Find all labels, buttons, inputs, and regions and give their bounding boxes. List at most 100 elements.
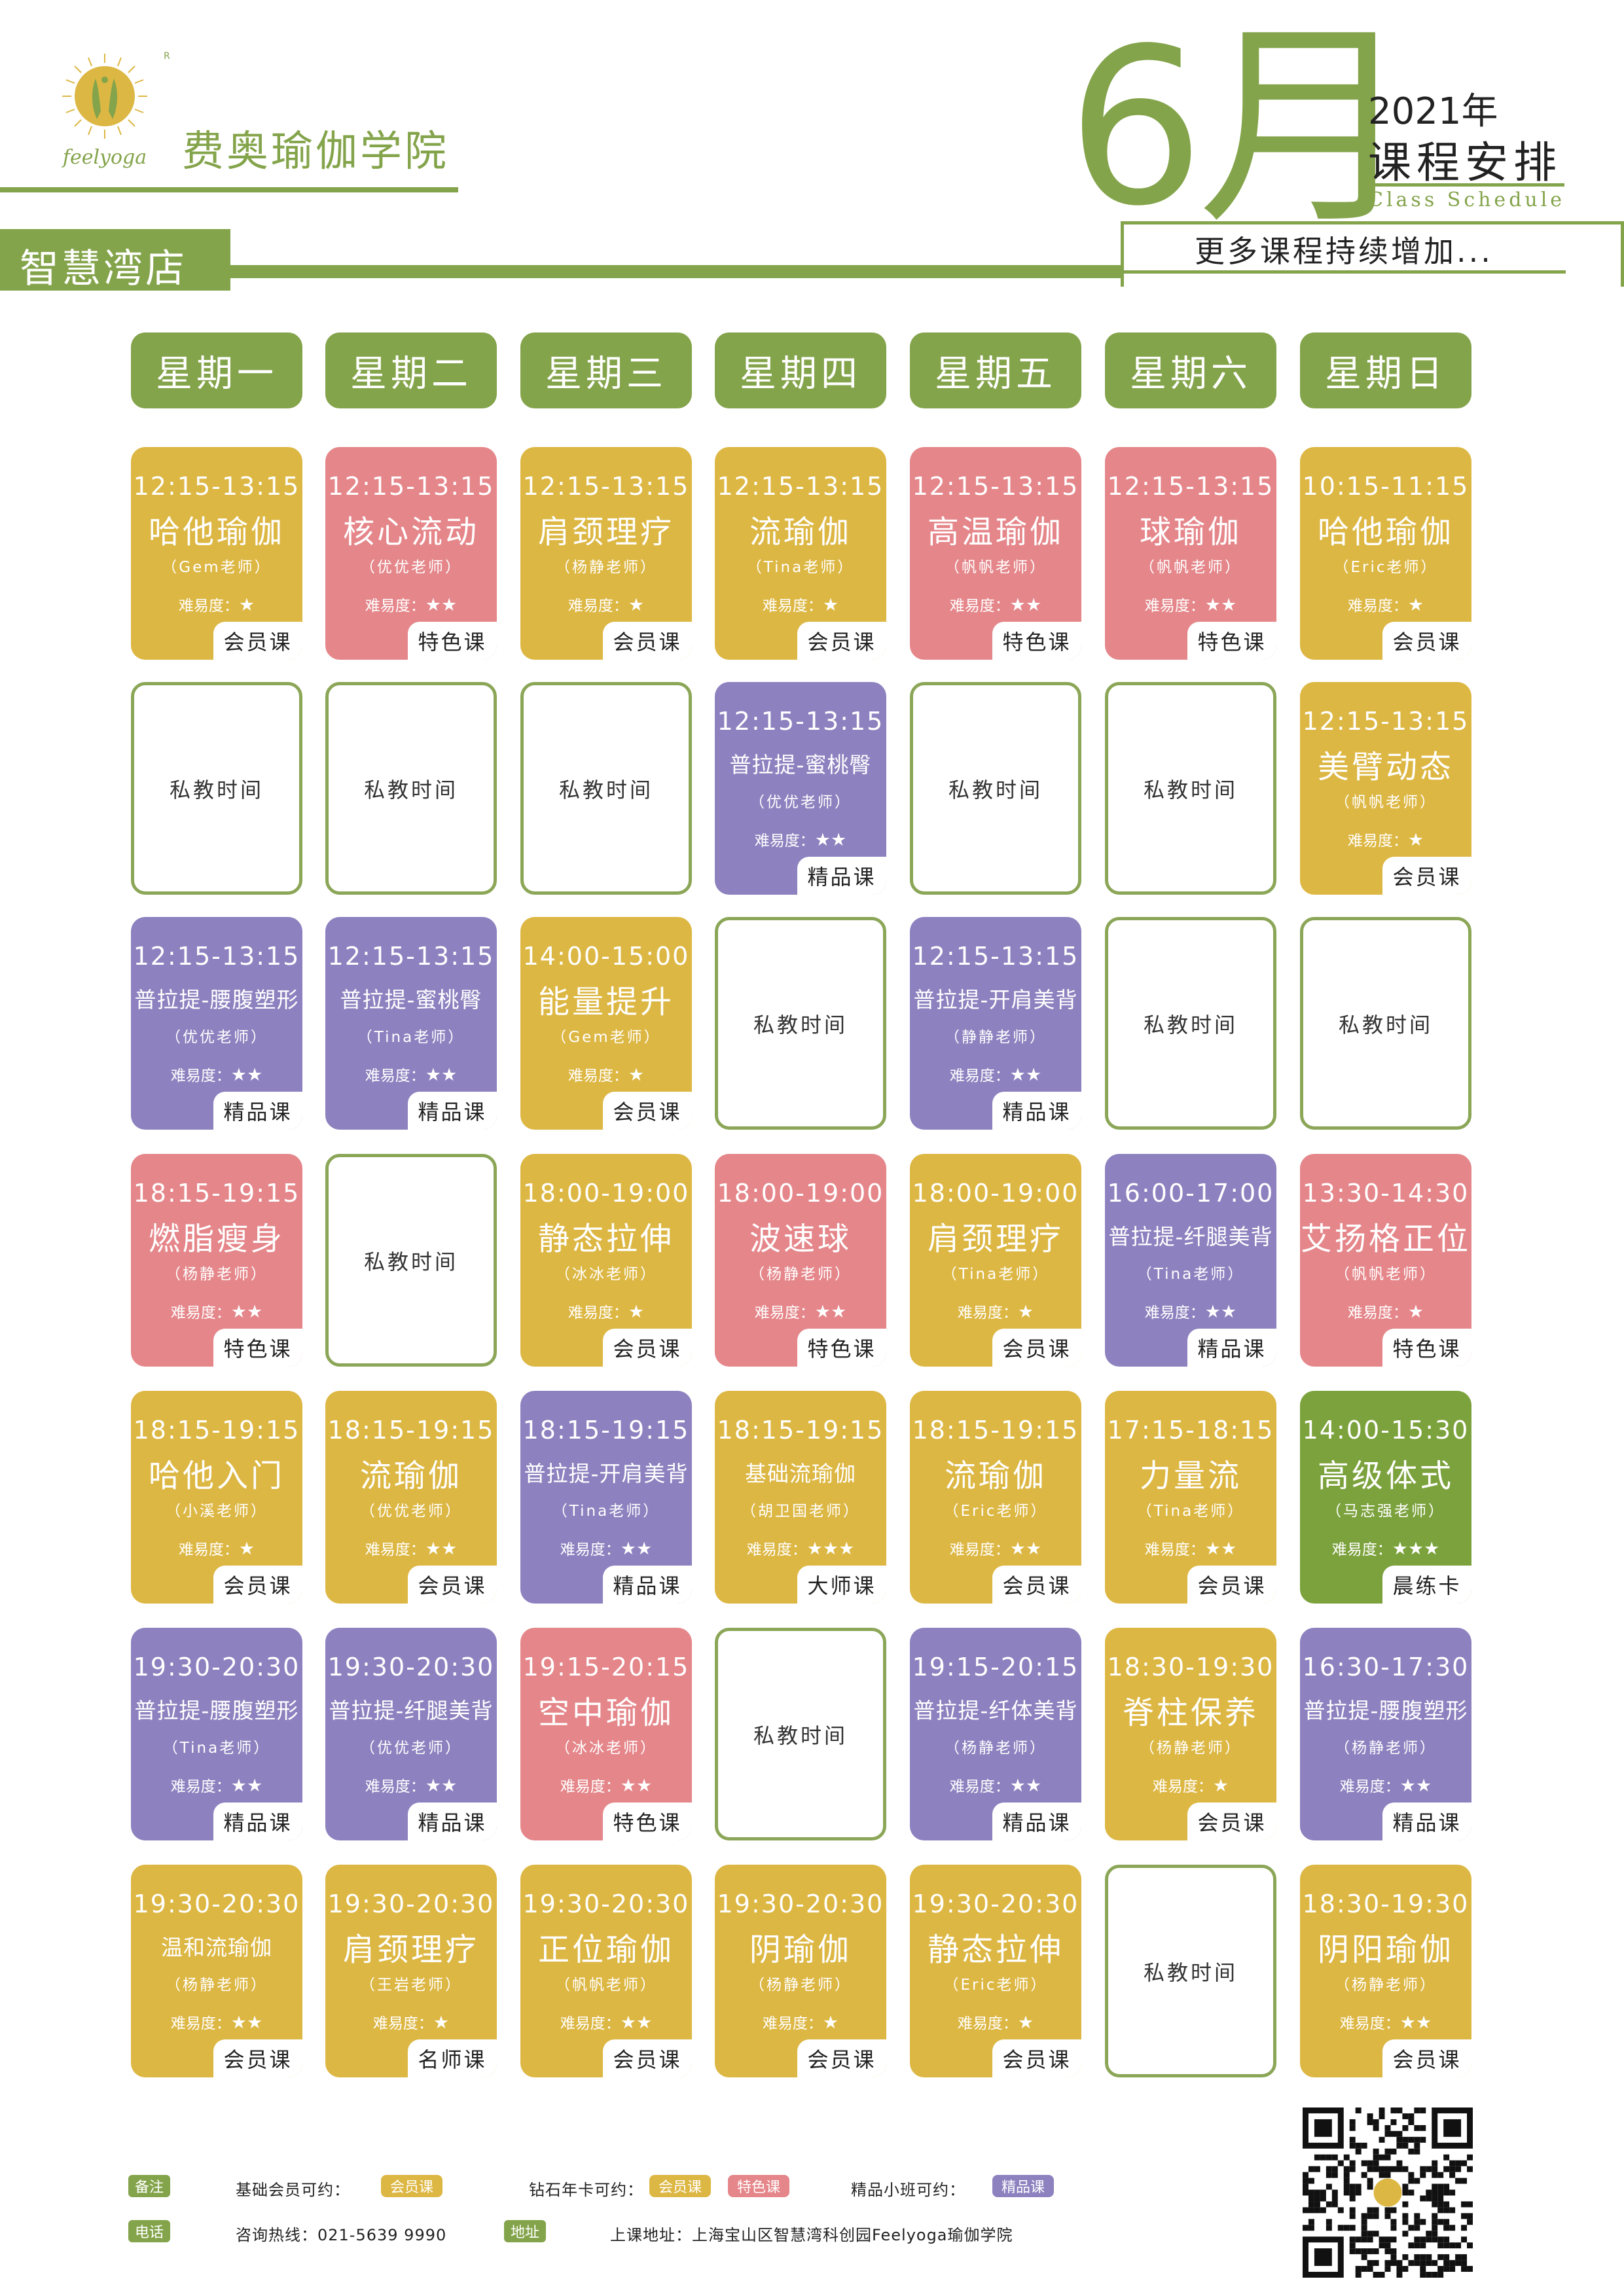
class-card[interactable]: 12:15-13:15 哈他瑜伽 （Gem老师） 难易度：★ 会员课 bbox=[131, 447, 302, 660]
class-card[interactable]: 12:15-13:15 流瑜伽 （Tina老师） 难易度：★ 会员课 bbox=[715, 447, 886, 660]
class-card[interactable]: 18:15-19:15 普拉提-开肩美背 （Tina老师） 难易度：★★ 精品课 bbox=[520, 1391, 692, 1604]
class-name: 肩颈理疗 bbox=[537, 514, 674, 550]
difficulty-stars: ★★ bbox=[1009, 1539, 1042, 1559]
class-card[interactable]: 19:15-20:15 普拉提-纤体美背 （杨静老师） 难易度：★★ 精品课 bbox=[910, 1628, 1081, 1840]
class-card[interactable]: 12:15-13:15 球瑜伽 （帆帆老师） 难易度：★★ 特色课 bbox=[1105, 447, 1276, 660]
class-card[interactable]: 12:15-13:15 肩颈理疗 （杨静老师） 难易度：★ 会员课 bbox=[520, 447, 692, 660]
class-card[interactable]: 12:15-13:15 核心流动 （优优老师） 难易度：★★ 特色课 bbox=[325, 447, 497, 660]
private-slot[interactable]: 私教时间 bbox=[1105, 917, 1276, 1130]
difficulty-label: 难易度： bbox=[170, 1778, 231, 1795]
class-card[interactable]: 18:00-19:00 肩颈理疗 （Tina老师） 难易度：★ 会员课 bbox=[910, 1154, 1081, 1367]
class-card[interactable]: 19:30-20:30 阴瑜伽 （杨静老师） 难易度：★ 会员课 bbox=[715, 1865, 886, 2077]
class-type-tag: 精品课 bbox=[213, 1803, 302, 1840]
qr-code[interactable] bbox=[1303, 2108, 1473, 2278]
difficulty-stars: ★ bbox=[1407, 1302, 1424, 1322]
difficulty-stars: ★ bbox=[1212, 1776, 1229, 1796]
store-name: 智慧湾店 bbox=[20, 246, 187, 292]
difficulty-stars: ★★ bbox=[1009, 1065, 1042, 1085]
class-card[interactable]: 18:15-19:15 流瑜伽 （优优老师） 难易度：★★ 会员课 bbox=[325, 1391, 497, 1604]
private-slot-label: 私教时间 bbox=[1143, 1960, 1238, 1985]
class-type-tag: 精品课 bbox=[797, 857, 886, 895]
difficulty: 难易度：★ bbox=[1300, 828, 1471, 850]
class-card[interactable]: 18:15-19:15 流瑜伽 （Eric老师） 难易度：★★ 会员课 bbox=[910, 1391, 1081, 1604]
class-card[interactable]: 14:00-15:00 能量提升 （Gem老师） 难易度：★ 会员课 bbox=[520, 917, 692, 1130]
class-card[interactable]: 18:15-19:15 哈他入门 （小溪老师） 难易度：★ 会员课 bbox=[131, 1391, 302, 1604]
difficulty-label: 难易度： bbox=[365, 1541, 425, 1558]
class-card[interactable]: 18:15-19:15 燃脂瘦身 （杨静老师） 难易度：★★ 特色课 bbox=[131, 1154, 302, 1367]
difficulty-stars: ★★★ bbox=[1392, 1539, 1440, 1559]
private-slot[interactable]: 私教时间 bbox=[910, 682, 1081, 895]
private-slot[interactable]: 私教时间 bbox=[325, 1154, 497, 1367]
class-card[interactable]: 12:15-13:15 普拉提-开肩美背 （静静老师） 难易度：★★ 精品课 bbox=[910, 917, 1081, 1130]
class-card[interactable]: 13:30-14:30 艾扬格正位 （帆帆老师） 难易度：★ 特色课 bbox=[1300, 1154, 1471, 1367]
private-slot[interactable]: 私教时间 bbox=[1300, 917, 1471, 1130]
logo-text: feelyoga bbox=[62, 146, 147, 169]
class-card[interactable]: 18:00-19:00 波速球 （杨静老师） 难易度：★★ 特色课 bbox=[715, 1154, 886, 1367]
class-time: 12:15-13:15 bbox=[327, 472, 495, 501]
class-card[interactable]: 12:15-13:15 普拉提-腰腹塑形 （优优老师） 难易度：★★ 精品课 bbox=[131, 917, 302, 1130]
difficulty-stars: ★ bbox=[1407, 595, 1424, 615]
class-card[interactable]: 12:15-13:15 高温瑜伽 （帆帆老师） 难易度：★★ 特色课 bbox=[910, 447, 1081, 660]
class-type-tag: 精品课 bbox=[992, 1803, 1081, 1840]
class-card[interactable]: 19:30-20:30 静态拉伸 （Eric老师） 难易度：★ 会员课 bbox=[910, 1865, 1081, 2077]
class-card[interactable]: 19:30-20:30 肩颈理疗 （王岩老师） 难易度：★ 名师课 bbox=[325, 1865, 497, 2077]
class-type-tag: 精品课 bbox=[1187, 1329, 1276, 1367]
class-name: 普拉提-腰腹塑形 bbox=[1303, 1698, 1468, 1723]
class-teacher: （马志强老师） bbox=[1326, 1503, 1445, 1520]
class-card[interactable]: 18:00-19:00 静态拉伸 （冰冰老师） 难易度：★ 会员课 bbox=[520, 1154, 692, 1367]
class-name: 阴阳瑜伽 bbox=[1317, 1931, 1454, 1968]
class-card[interactable]: 17:15-18:15 力量流 （Tina老师） 难易度：★★ 会员课 bbox=[1105, 1391, 1276, 1604]
private-slot[interactable]: 私教时间 bbox=[715, 1628, 886, 1840]
difficulty-stars: ★★ bbox=[620, 1539, 653, 1559]
class-card[interactable]: 19:15-20:15 空中瑜伽 （冰冰老师） 难易度：★★ 特色课 bbox=[520, 1628, 692, 1840]
class-card[interactable]: 19:30-20:30 普拉提-腰腹塑形 （Tina老师） 难易度：★★ 精品课 bbox=[131, 1628, 302, 1840]
class-card[interactable]: 18:30-19:30 脊柱保养 （杨静老师） 难易度：★ 会员课 bbox=[1105, 1628, 1276, 1840]
difficulty-label: 难易度： bbox=[1144, 1304, 1205, 1321]
class-type-tag: 精品课 bbox=[1382, 1803, 1471, 1840]
hotline-text: 咨询热线：021-5639 9990 bbox=[236, 2226, 447, 2244]
difficulty-stars: ★★ bbox=[1399, 2013, 1432, 2033]
class-time: 12:15-13:15 bbox=[1302, 707, 1470, 736]
class-card[interactable]: 19:30-20:30 正位瑜伽 （帆帆老师） 难易度：★★ 会员课 bbox=[520, 1865, 692, 2077]
class-name: 阴瑜伽 bbox=[749, 1931, 852, 1968]
class-teacher: （杨静老师） bbox=[555, 559, 657, 576]
difficulty: 难易度：★★ bbox=[131, 1063, 302, 1085]
class-card[interactable]: 14:00-15:30 高级体式 （马志强老师） 难易度：★★★ 晨练卡 bbox=[1300, 1391, 1471, 1604]
class-time: 10:15-11:15 bbox=[1302, 472, 1470, 501]
difficulty: 难易度：★★ bbox=[910, 1774, 1081, 1796]
class-type-tag: 特色课 bbox=[408, 622, 497, 660]
private-slot[interactable]: 私教时间 bbox=[131, 682, 302, 895]
difficulty-stars: ★ bbox=[1017, 1302, 1034, 1322]
class-teacher: （Gem老师） bbox=[551, 1029, 661, 1046]
difficulty-stars: ★★★ bbox=[806, 1539, 855, 1559]
private-slot[interactable]: 私教时间 bbox=[715, 917, 886, 1130]
class-card[interactable]: 19:30-20:30 温和流瑜伽 （杨静老师） 难易度：★★ 会员课 bbox=[131, 1865, 302, 2077]
private-slot[interactable]: 私教时间 bbox=[1105, 1865, 1276, 2077]
class-card[interactable]: 18:30-19:30 阴阳瑜伽 （杨静老师） 难易度：★★ 会员课 bbox=[1300, 1865, 1471, 2077]
class-card[interactable]: 16:00-17:00 普拉提-纤腿美背 （Tina老师） 难易度：★★ 精品课 bbox=[1105, 1154, 1276, 1367]
class-time: 19:30-20:30 bbox=[133, 1653, 300, 1681]
class-time: 12:15-13:15 bbox=[522, 472, 690, 501]
class-card[interactable]: 10:15-11:15 哈他瑜伽 （Eric老师） 难易度：★ 会员课 bbox=[1300, 447, 1471, 660]
private-slot[interactable]: 私教时间 bbox=[1105, 682, 1276, 895]
difficulty: 难易度：★ bbox=[325, 2011, 497, 2033]
class-card[interactable]: 12:15-13:15 普拉提-蜜桃臀 （优优老师） 难易度：★★ 精品课 bbox=[715, 682, 886, 895]
class-card[interactable]: 12:15-13:15 普拉提-蜜桃臀 （Tina老师） 难易度：★★ 精品课 bbox=[325, 917, 497, 1130]
class-card[interactable]: 18:15-19:15 基础流瑜伽 （胡卫国老师） 难易度：★★★ 大师课 bbox=[715, 1391, 886, 1604]
class-time: 17:15-18:15 bbox=[1107, 1416, 1274, 1444]
class-time: 19:30-20:30 bbox=[327, 1890, 495, 1918]
difficulty-stars: ★★ bbox=[1204, 1302, 1237, 1322]
day-header-3: 星期三 bbox=[520, 332, 692, 408]
class-card[interactable]: 19:30-20:30 普拉提-纤腿美背 （优优老师） 难易度：★★ 精品课 bbox=[325, 1628, 497, 1840]
class-teacher: （优优老师） bbox=[360, 1740, 462, 1757]
class-card[interactable]: 12:15-13:15 美臂动态 （帆帆老师） 难易度：★ 会员课 bbox=[1300, 682, 1471, 895]
class-name: 流瑜伽 bbox=[359, 1458, 462, 1494]
class-name: 脊柱保养 bbox=[1122, 1695, 1259, 1731]
private-slot[interactable]: 私教时间 bbox=[520, 682, 692, 895]
class-teacher: （Tina老师） bbox=[1136, 1266, 1245, 1283]
class-type-tag: 会员课 bbox=[1187, 1566, 1276, 1604]
private-slot[interactable]: 私教时间 bbox=[325, 682, 497, 895]
difficulty-label: 难易度： bbox=[365, 1778, 425, 1795]
class-time: 16:00-17:00 bbox=[1107, 1179, 1274, 1208]
class-card[interactable]: 16:30-17:30 普拉提-腰腹塑形 （杨静老师） 难易度：★★ 精品课 bbox=[1300, 1628, 1471, 1840]
